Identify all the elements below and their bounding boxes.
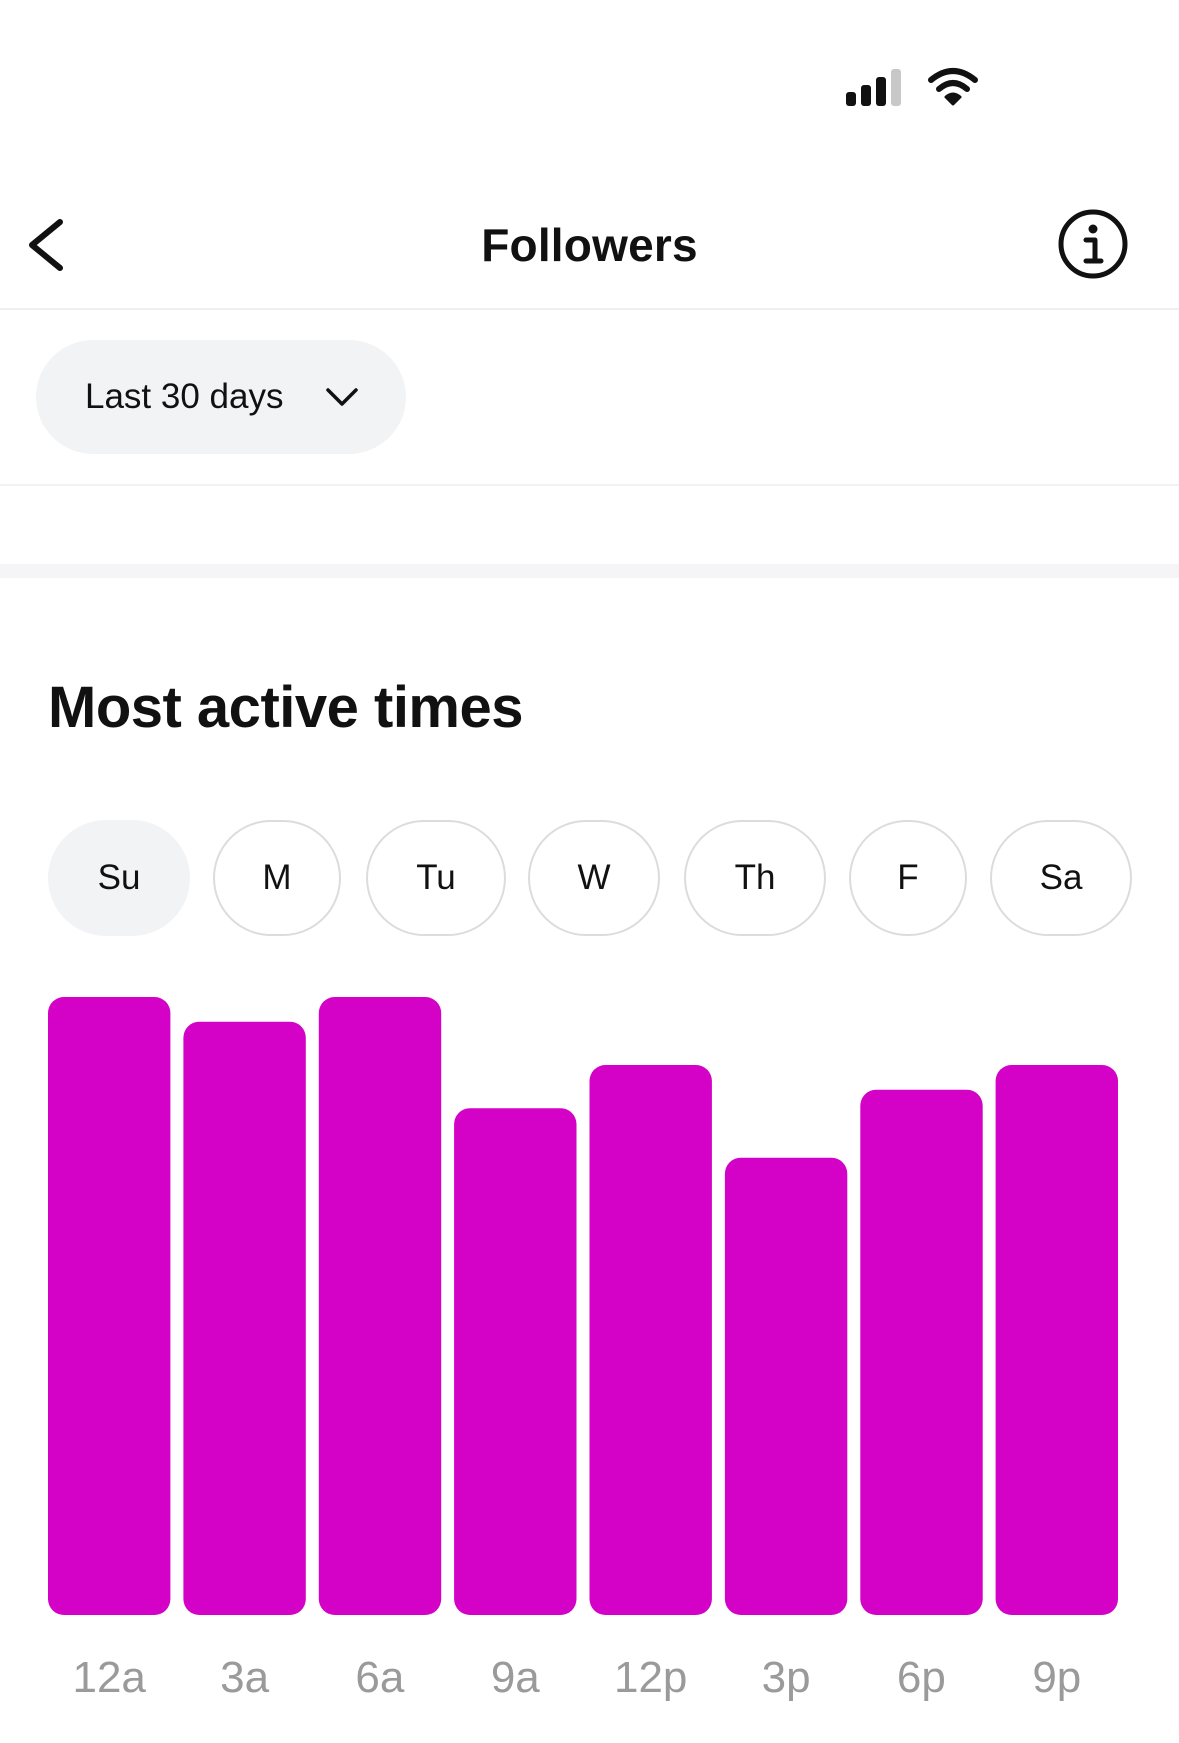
- bar-chart: 12a 3a 6a 9a 12p 3p 6p 9p: [48, 997, 1118, 1702]
- chevron-left-icon: [29, 219, 63, 271]
- day-tab-wednesday[interactable]: W: [528, 820, 660, 936]
- x-tick-label: 3a: [220, 1653, 269, 1702]
- day-tab-sunday[interactable]: Su: [48, 820, 190, 936]
- x-tick-label: 12a: [72, 1653, 146, 1702]
- status-bar: [0, 0, 1179, 150]
- date-range-dropdown[interactable]: Last 30 days: [36, 340, 406, 454]
- info-button[interactable]: [1055, 206, 1131, 282]
- bar-12a[interactable]: [48, 997, 171, 1615]
- info-icon: [1058, 209, 1128, 279]
- x-tick-label: 3p: [762, 1653, 811, 1702]
- bar-3p[interactable]: [724, 1157, 848, 1615]
- filter-row: Last 30 days: [0, 310, 1179, 486]
- page-title: Followers: [481, 219, 698, 271]
- day-tabs: Su M Tu W Th F Sa: [0, 820, 1179, 938]
- section-title: Most active times: [48, 675, 524, 740]
- x-tick-label: 6p: [897, 1653, 946, 1702]
- bar-9a[interactable]: [454, 1108, 577, 1615]
- bar-6a[interactable]: [318, 997, 442, 1615]
- day-tab-thursday[interactable]: Th: [684, 820, 826, 936]
- x-tick-label: 6a: [355, 1653, 404, 1702]
- bar-3a[interactable]: [183, 1021, 306, 1615]
- bar-9p[interactable]: [995, 1065, 1118, 1615]
- day-tab-monday[interactable]: M: [213, 820, 341, 936]
- cellular-signal-icon: [846, 69, 901, 106]
- day-tab-tuesday[interactable]: Tu: [366, 820, 506, 936]
- day-tab-saturday[interactable]: Sa: [990, 820, 1132, 936]
- bar-12p[interactable]: [589, 1065, 712, 1615]
- x-tick-label: 9a: [491, 1653, 540, 1702]
- section-divider: [0, 564, 1179, 578]
- x-tick-label: 9p: [1032, 1653, 1081, 1702]
- active-times-chart: 12a 3a 6a 9a 12p 3p 6p 9p: [0, 980, 1179, 1743]
- back-button[interactable]: [20, 210, 80, 280]
- bar-6p[interactable]: [860, 1089, 983, 1615]
- x-tick-label: 12p: [614, 1653, 687, 1702]
- day-tab-friday[interactable]: F: [849, 820, 967, 936]
- chevron-down-icon: [326, 388, 358, 406]
- wifi-icon: [928, 68, 978, 106]
- nav-bar: Followers: [0, 180, 1179, 310]
- date-range-label: Last 30 days: [85, 377, 284, 416]
